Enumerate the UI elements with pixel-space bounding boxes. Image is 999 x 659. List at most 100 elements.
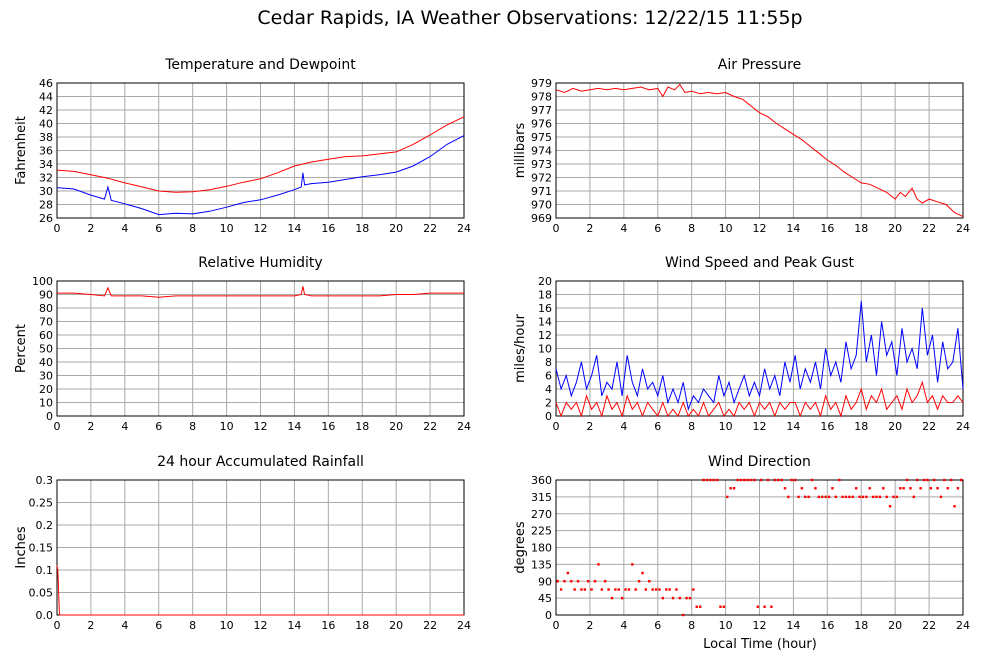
- y-tick-label: 40: [39, 118, 53, 131]
- y-tick-label: 42: [39, 104, 53, 117]
- y-tick-label: 30: [39, 185, 53, 198]
- data-point: [587, 580, 590, 583]
- y-tick-label: 0.2: [36, 519, 54, 532]
- data-point: [600, 588, 603, 591]
- data-point: [665, 588, 668, 591]
- y-tick-label: 38: [39, 131, 53, 144]
- series-line-1: [56, 135, 465, 216]
- data-point: [634, 588, 637, 591]
- y-axis-label: Fahrenheit: [14, 116, 29, 185]
- data-point: [790, 478, 793, 482]
- y-axis-label: Inches: [14, 526, 29, 568]
- x-tick-label: 16: [820, 222, 834, 235]
- data-point: [858, 495, 861, 499]
- x-tick-label: 4: [620, 222, 627, 235]
- data-point: [783, 487, 787, 490]
- series-line-0: [56, 116, 465, 193]
- x-tick-label: 12: [254, 222, 268, 235]
- data-point: [698, 605, 702, 608]
- data-point: [610, 596, 614, 600]
- data-point: [746, 478, 749, 482]
- data-point: [759, 478, 763, 482]
- data-point: [685, 596, 688, 600]
- x-tick-label: 8: [688, 420, 695, 433]
- x-tick-label: 22: [423, 420, 437, 433]
- x-tick-label: 16: [321, 619, 335, 632]
- data-point: [892, 495, 895, 499]
- data-point: [939, 495, 943, 499]
- x-tick-label: 10: [220, 619, 234, 632]
- x-tick-label: 4: [620, 619, 627, 632]
- data-point: [749, 478, 753, 482]
- data-point: [824, 495, 827, 499]
- chart-title: Wind Direction: [708, 454, 811, 470]
- data-point: [736, 478, 739, 482]
- y-tick-label: 315: [531, 491, 552, 504]
- x-tick-label: 16: [321, 222, 335, 235]
- x-tick-label: 16: [820, 619, 834, 632]
- y-tick-label: 270: [531, 508, 552, 521]
- data-point: [688, 596, 692, 600]
- x-tick-label: 14: [786, 222, 800, 235]
- x-tick-label: 6: [155, 222, 162, 235]
- data-point: [658, 588, 661, 591]
- x-tick-label: 16: [820, 420, 834, 433]
- x-tick-label: 0: [54, 222, 61, 235]
- x-tick-label: 4: [121, 222, 128, 235]
- x-tick-label: 4: [121, 420, 128, 433]
- y-tick-label: 0.25: [29, 497, 54, 510]
- x-tick-label: 0: [553, 420, 560, 433]
- data-point: [844, 495, 848, 499]
- y-tick-label: 360: [531, 474, 552, 487]
- x-tick-label: 14: [786, 619, 800, 632]
- y-axis-label: millibars: [513, 123, 528, 179]
- x-tick-label: 24: [457, 619, 471, 632]
- y-tick-label: 0: [545, 609, 552, 622]
- data-point: [637, 580, 641, 583]
- x-tick-label: 2: [87, 619, 94, 632]
- data-point: [814, 487, 817, 490]
- data-point: [766, 478, 770, 482]
- y-tick-label: 26: [39, 212, 53, 225]
- x-tick-label: 4: [620, 420, 627, 433]
- y-tick-label: 20: [538, 275, 552, 288]
- y-tick-label: 36: [39, 145, 53, 158]
- x-tick-label: 20: [389, 420, 403, 433]
- y-tick-label: 30: [39, 370, 53, 383]
- y-tick-label: 978: [531, 91, 552, 104]
- data-point: [607, 588, 610, 591]
- data-point: [556, 580, 559, 583]
- x-tick-label: 12: [753, 222, 767, 235]
- y-tick-label: 10: [39, 397, 53, 410]
- x-tick-label: 14: [287, 222, 301, 235]
- x-tick-label: 10: [220, 420, 234, 433]
- y-tick-label: 16: [538, 302, 552, 315]
- y-tick-label: 20: [39, 383, 53, 396]
- data-point: [631, 563, 634, 566]
- x-tick-label: 4: [121, 619, 128, 632]
- data-point: [932, 478, 936, 482]
- data-point: [563, 580, 566, 583]
- data-point: [953, 505, 956, 508]
- x-tick-label: 12: [254, 420, 268, 433]
- x-tick-label: 8: [189, 619, 196, 632]
- y-tick-label: 972: [531, 172, 552, 185]
- data-point: [641, 571, 644, 575]
- plot-frame: [555, 479, 964, 616]
- data-point: [956, 487, 960, 490]
- data-point: [787, 495, 790, 499]
- plot-frame: [555, 280, 964, 417]
- x-tick-label: 20: [888, 420, 902, 433]
- data-point: [675, 588, 678, 591]
- chart-title: Air Pressure: [718, 57, 801, 73]
- y-tick-label: 90: [39, 289, 53, 302]
- x-tick-label: 20: [389, 619, 403, 632]
- chart-title: Temperature and Dewpoint: [164, 57, 356, 73]
- x-tick-label: 22: [922, 619, 936, 632]
- data-point: [712, 478, 715, 482]
- data-point: [648, 580, 651, 583]
- x-tick-label: 18: [854, 222, 868, 235]
- data-point: [719, 605, 722, 608]
